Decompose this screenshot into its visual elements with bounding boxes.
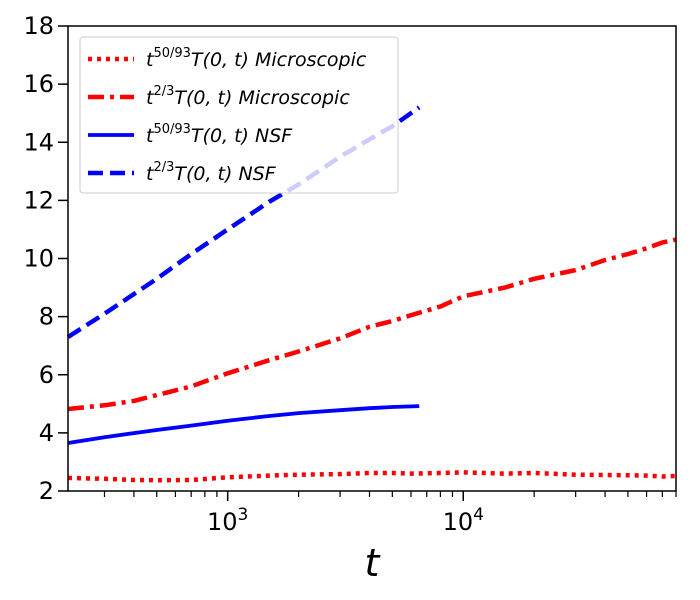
y-tick-label: 6 xyxy=(39,361,54,389)
legend-label: t50/93T(0, t) Microscopic xyxy=(146,46,367,71)
y-tick-label: 16 xyxy=(23,70,54,98)
legend-box xyxy=(79,36,399,194)
series-line-2 xyxy=(67,237,677,412)
y-tick-label: 10 xyxy=(23,245,54,273)
y-tick-label: 14 xyxy=(23,128,54,156)
series-line-3 xyxy=(67,404,420,445)
y-tick-label: 2 xyxy=(39,477,54,505)
legend-label: t50/93T(0, t) NSF xyxy=(146,122,293,147)
y-tick-label: 8 xyxy=(39,303,54,331)
x-tick-label: 104 xyxy=(443,505,484,536)
legend-label: t2/3T(0, t) NSF xyxy=(146,160,277,185)
y-tick-label: 4 xyxy=(39,419,54,447)
legend: t50/93T(0, t) Microscopic t2/3T(0, t) Mic… xyxy=(79,36,399,194)
series-layer xyxy=(66,105,677,483)
series-line-4 xyxy=(66,105,421,339)
x-tick-label: 103 xyxy=(207,505,248,536)
y-tick-label: 18 xyxy=(23,12,54,40)
y-tick-label: 12 xyxy=(23,186,54,214)
axis-layer: 2 4 6 8 10 12 14 16 18 103 104 xyxy=(23,12,677,536)
x-axis-label: t xyxy=(365,541,382,585)
legend-label: t2/3T(0, t) Microscopic xyxy=(146,84,350,109)
series-line-1 xyxy=(67,470,677,483)
